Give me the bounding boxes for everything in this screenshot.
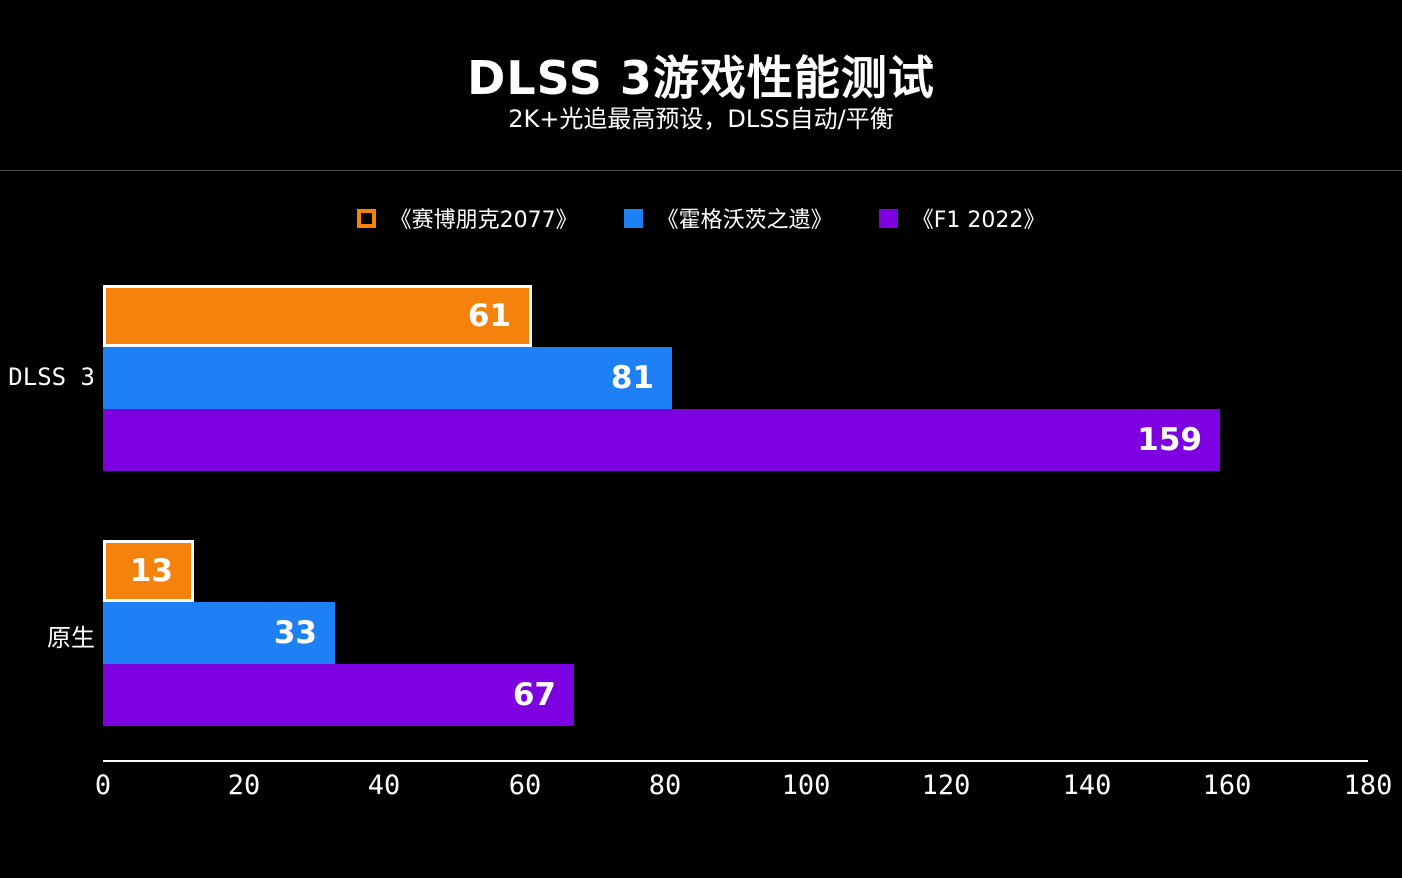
legend: 《赛博朋克2077》 《霍格沃茨之遗》 《F1 2022》 — [0, 202, 1402, 234]
bar: 159 — [103, 409, 1220, 471]
x-tick-label: 120 — [921, 770, 971, 801]
x-tick-label: 100 — [781, 770, 831, 801]
header-divider — [0, 170, 1402, 171]
legend-label: 《F1 2022》 — [911, 208, 1046, 233]
bar: 67 — [103, 664, 574, 726]
x-tick-label: 0 — [94, 770, 112, 801]
category-label: DLSS 3 — [8, 363, 95, 391]
x-tick-label: 140 — [1062, 770, 1112, 801]
chart-title: DLSS 3游戏性能测试 — [467, 51, 935, 105]
x-tick-label: 40 — [367, 770, 401, 801]
x-tick-label: 60 — [508, 770, 542, 801]
legend-label: 《霍格沃茨之遗》 — [656, 208, 833, 233]
bar: 33 — [103, 602, 335, 664]
bar-value-label: 159 — [1137, 422, 1202, 458]
x-tick-label: 80 — [648, 770, 682, 801]
bar-value-label: 81 — [610, 360, 654, 396]
legend-swatch-icon — [356, 208, 376, 228]
legend-item: 《霍格沃茨之遗》 — [623, 202, 833, 234]
legend-item: 《F1 2022》 — [878, 202, 1046, 234]
bar-value-label: 67 — [512, 677, 556, 713]
legend-swatch-icon — [878, 208, 898, 228]
chart-subtitle: 2K+光追最高预设，DLSS自动/平衡 — [508, 105, 894, 133]
x-axis-line — [103, 760, 1368, 762]
bar-value-label: 61 — [467, 298, 511, 334]
x-tick-label: 20 — [227, 770, 261, 801]
plot-area: 61 81 159 13 33 67 0 20 40 60 80 100 120 140 160 180 — [95, 0, 1392, 878]
bar-value-label: 13 — [129, 553, 173, 589]
bar: 81 — [103, 347, 672, 409]
x-tick-label: 160 — [1202, 770, 1252, 801]
bar-value-label: 33 — [273, 615, 317, 651]
legend-swatch-icon — [623, 208, 643, 228]
bar: 13 — [103, 540, 194, 602]
category-label: 原生 — [47, 624, 95, 652]
legend-item: 《赛博朋克2077》 — [356, 202, 578, 234]
legend-label: 《赛博朋克2077》 — [389, 208, 578, 233]
x-tick-label: 180 — [1343, 770, 1393, 801]
bar: 61 — [103, 285, 532, 347]
